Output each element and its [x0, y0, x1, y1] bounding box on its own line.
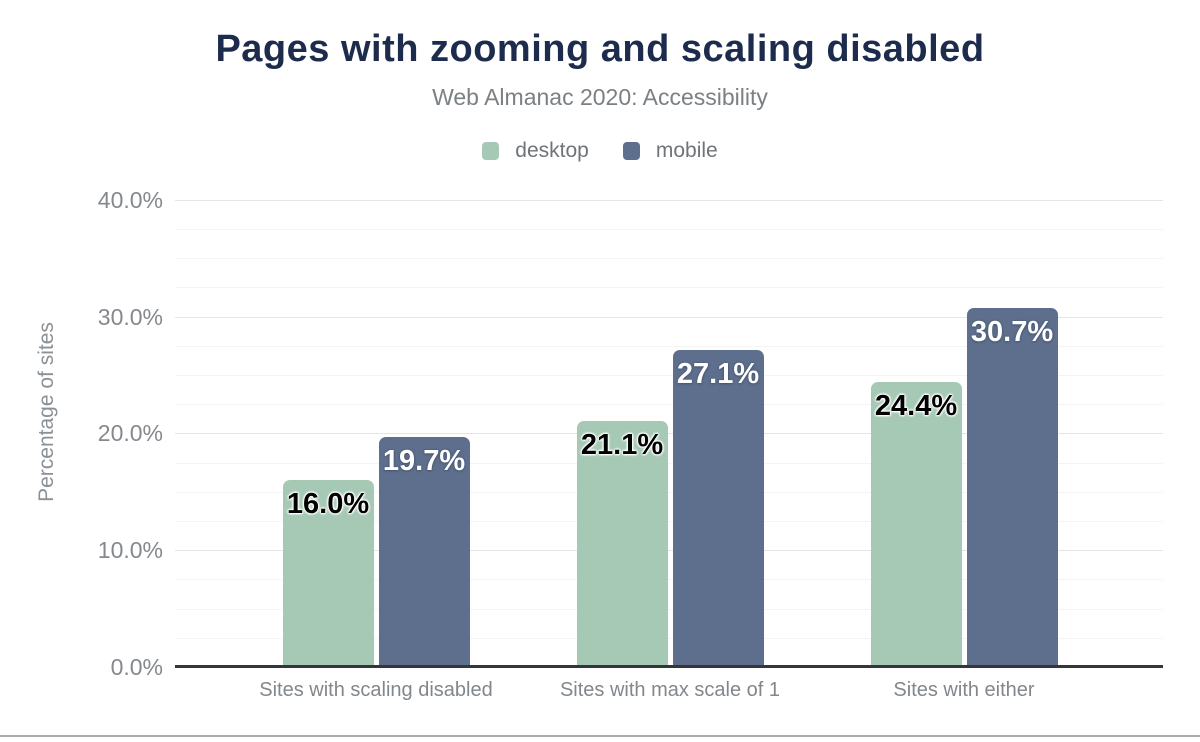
gridline-minor — [175, 608, 1163, 610]
gridline-minor — [175, 287, 1163, 289]
gridline-minor — [175, 404, 1163, 406]
chart-title: Pages with zooming and scaling disabled — [215, 28, 985, 70]
legend-label-desktop: desktop — [515, 139, 589, 162]
bar-value-label: 24.4% — [874, 390, 958, 422]
y-axis-title: Percentage of sites — [35, 322, 58, 502]
x-category-label: Sites with either — [893, 679, 1035, 701]
bar-mobile-2: 30.7% — [966, 308, 1058, 667]
y-tick-label: 20.0% — [97, 420, 163, 447]
bar-desktop-0: 16.0% — [282, 480, 374, 667]
mobile-swatch-icon — [622, 142, 640, 160]
gridline-minor — [175, 637, 1163, 639]
legend-item-desktop: desktop — [482, 139, 589, 163]
gridline-major — [175, 199, 1163, 201]
gridline-minor — [175, 258, 1163, 260]
gridline-major — [175, 433, 1163, 435]
gridline-minor — [175, 462, 1163, 464]
legend-label-mobile: mobile — [655, 139, 718, 162]
legend-item-mobile: mobile — [622, 139, 718, 163]
x-category-label: Sites with scaling disabled — [259, 679, 493, 701]
bar-value-label: 27.1% — [676, 358, 760, 391]
bar-desktop-2: 24.4% — [870, 382, 962, 667]
bar-value-label: 21.1% — [580, 428, 664, 461]
y-tick-label: 30.0% — [97, 303, 163, 330]
gridline-major — [175, 550, 1163, 552]
desktop-swatch-icon — [482, 142, 500, 160]
bottom-divider — [0, 735, 1200, 737]
y-tick-label: 0.0% — [110, 654, 163, 680]
chart-subtitle: Web Almanac 2020: Accessibility — [432, 84, 768, 110]
gridline-minor — [175, 521, 1163, 522]
gridline-minor — [175, 579, 1163, 581]
y-tick-label: 10.0% — [97, 537, 163, 564]
bar-value-label: 16.0% — [286, 488, 370, 521]
gridline-minor — [175, 229, 1163, 230]
gridline-minor — [175, 491, 1163, 493]
bar-value-label: 30.7% — [970, 316, 1054, 349]
gridline-major — [175, 316, 1163, 318]
gridline-minor — [175, 375, 1163, 376]
bar-mobile-1: 27.1% — [672, 350, 764, 667]
y-tick-label: 40.0% — [97, 186, 163, 213]
gridline-minor — [175, 345, 1163, 347]
bar-value-label: 19.7% — [382, 444, 466, 477]
x-axis-line — [175, 665, 1163, 668]
legend: desktop mobile — [0, 139, 1200, 163]
bar-mobile-0: 19.7% — [378, 436, 470, 667]
x-category-label: Sites with max scale of 1 — [559, 679, 781, 701]
bar-desktop-1: 21.1% — [576, 420, 668, 667]
